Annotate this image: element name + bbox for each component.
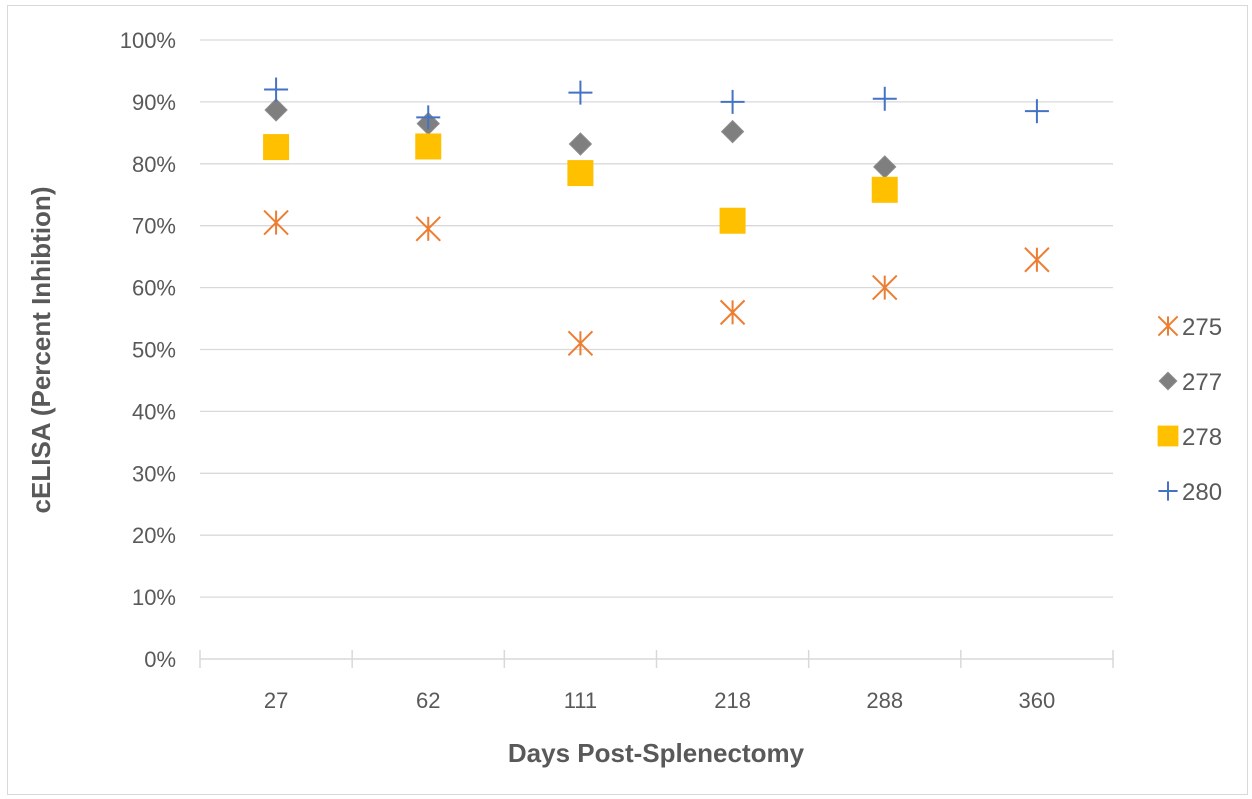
- data-point: [567, 160, 594, 187]
- data-point: [720, 89, 745, 114]
- legend-item-280: 280: [1158, 479, 1222, 506]
- data-point: [719, 299, 746, 326]
- x-tick-label: 62: [416, 688, 440, 713]
- x-tick-label: 111: [564, 688, 597, 713]
- y-axis-tick-labels: 0% 10% 20% 30% 40% 50% 60% 70% 80% 90% 100%: [120, 28, 176, 672]
- y-tick-label: 90%: [132, 90, 176, 115]
- x-axis: [199, 650, 1114, 668]
- y-tick-label: 30%: [132, 461, 176, 486]
- y-tick-label: 10%: [132, 585, 176, 610]
- data-point: [416, 105, 441, 130]
- data-point: [415, 133, 442, 160]
- chart-frame: [7, 5, 1248, 795]
- data-point: [568, 80, 593, 105]
- data-point: [873, 155, 897, 179]
- data-point: [567, 330, 594, 357]
- legend: 275 277 278 280: [1157, 314, 1222, 506]
- data-point: [1024, 99, 1049, 124]
- series-278: [263, 133, 898, 234]
- y-tick-label: 70%: [132, 214, 176, 239]
- legend-item-275: 275: [1157, 314, 1222, 341]
- data-point: [264, 98, 288, 122]
- data-point: [263, 134, 290, 161]
- y-tick-label: 50%: [132, 338, 176, 363]
- gridlines: [200, 39, 1113, 598]
- y-tick-label: 20%: [132, 523, 176, 548]
- data-point: [568, 132, 593, 156]
- data-point: [872, 274, 898, 301]
- legend-marker: [1158, 371, 1178, 391]
- data-point: [720, 119, 745, 144]
- legend-label: 277: [1182, 369, 1222, 396]
- x-tick-label: 27: [264, 688, 288, 713]
- legend-item-278: 278: [1157, 424, 1222, 451]
- y-tick-label: 0%: [144, 647, 176, 672]
- legend-label: 275: [1182, 314, 1222, 341]
- legend-item-277: 277: [1158, 369, 1222, 396]
- legend-marker: [1157, 315, 1179, 337]
- x-tick-label: 218: [714, 688, 751, 713]
- legend-label: 280: [1182, 479, 1222, 506]
- x-tick-label: 288: [866, 688, 903, 713]
- y-tick-label: 40%: [132, 399, 176, 424]
- data-point: [264, 77, 289, 102]
- legend-marker: [1158, 481, 1178, 501]
- y-tick-label: 80%: [132, 152, 176, 177]
- x-axis-tick-labels: 27 62 111 218 288 360: [264, 688, 1055, 713]
- x-tick-label: 360: [1019, 688, 1056, 713]
- series-280: [264, 77, 1049, 130]
- x-axis-title: Days Post-Splenectomy: [508, 738, 805, 768]
- y-axis-title: cELISA (Percent Inhibtion): [26, 187, 56, 514]
- data-point: [871, 176, 898, 203]
- y-tick-label: 60%: [132, 276, 176, 301]
- legend-label: 278: [1182, 424, 1222, 451]
- data-point: [1024, 247, 1050, 273]
- data-point: [415, 216, 441, 242]
- series-275: [263, 209, 1050, 357]
- data-points: [263, 77, 1050, 357]
- data-point: [719, 207, 746, 234]
- data-point: [872, 86, 897, 111]
- y-tick-label: 100%: [120, 28, 176, 53]
- data-point: [263, 209, 289, 236]
- legend-marker: [1157, 425, 1179, 447]
